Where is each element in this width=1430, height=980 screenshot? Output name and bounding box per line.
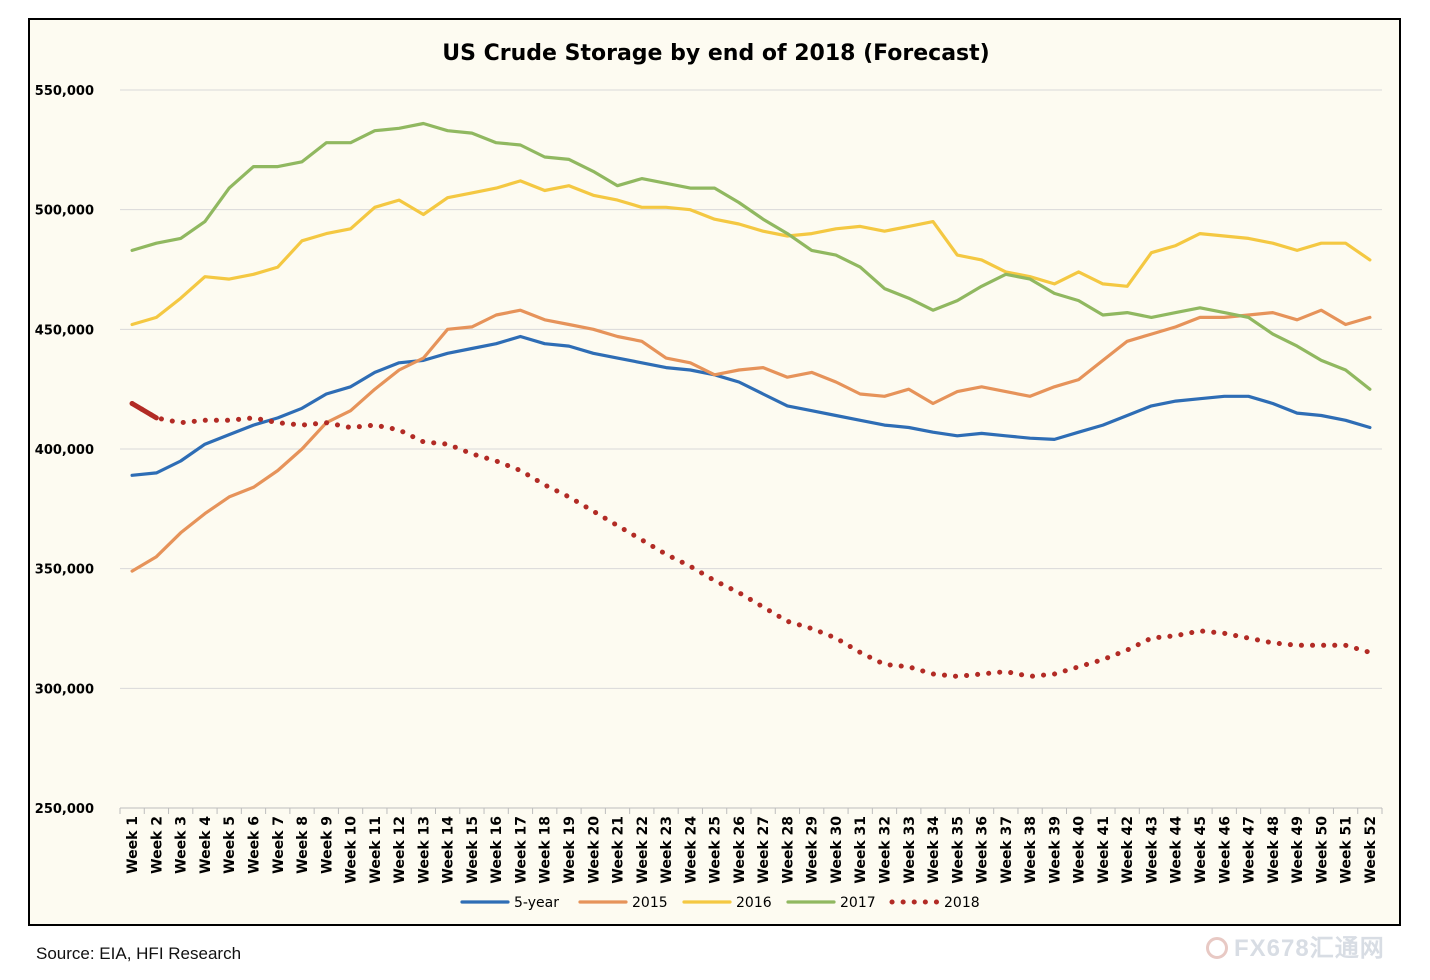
x-tick-label: Week 4 (198, 816, 214, 874)
x-tick-label: Week 26 (732, 816, 748, 884)
x-tick-label: Week 49 (1290, 816, 1306, 884)
x-tick-label: Week 31 (853, 816, 869, 884)
x-tick-label: Week 21 (611, 816, 627, 884)
x-tick-label: Week 30 (829, 816, 845, 884)
x-tick-label: Week 45 (1193, 816, 1209, 884)
x-tick-label: Week 20 (586, 816, 602, 884)
legend-label-5-year: 5-year (514, 895, 559, 911)
x-tick-label: Week 42 (1120, 816, 1136, 884)
x-tick-label: Week 15 (465, 816, 481, 884)
x-tick-label: Week 11 (368, 816, 384, 884)
x-tick-label: Week 36 (975, 816, 991, 884)
chart-title: US Crude Storage by end of 2018 (Forecas… (442, 41, 989, 66)
x-tick-label: Week 48 (1266, 816, 1282, 884)
watermark-logo-icon (1206, 937, 1228, 959)
series-lines (129, 121, 1373, 679)
x-tick-label: Week 44 (1169, 816, 1185, 884)
legend-label-2017: 2017 (840, 895, 876, 911)
x-tick-label: Week 52 (1363, 816, 1379, 884)
y-tick-label: 350,000 (35, 563, 94, 578)
legend: 5-year 2015 2016 2017 2018 (460, 895, 980, 911)
y-tick-label: 250,000 (35, 802, 94, 817)
x-tick-label: Week 32 (877, 816, 893, 884)
x-tick-label: Week 14 (441, 816, 457, 884)
watermark: FX678汇通网 (1206, 928, 1385, 963)
legend-label-2018: 2018 (944, 895, 980, 911)
x-tick-label: Week 24 (683, 816, 699, 884)
x-tick-label: Week 39 (1047, 816, 1063, 884)
source-note: Source: EIA, HFI Research (36, 944, 242, 963)
x-tick-label: Week 18 (538, 816, 554, 884)
axes: 250,000 300,000 350,000 400,000 450,000 500,0… (35, 84, 1383, 884)
y-tick-label: 300,000 (35, 682, 94, 697)
x-tick-label: Week 28 (780, 816, 796, 884)
chart-frame: US Crude Storage by end of 2018 (Forecas… (28, 18, 1401, 926)
x-tick-label: Week 13 (416, 816, 432, 884)
x-tick-label: Week 22 (635, 816, 651, 884)
x-tick-label: Week 2 (149, 816, 165, 874)
x-tick-label: Week 43 (1144, 816, 1160, 884)
x-tick-label: Week 12 (392, 816, 408, 884)
x-tick-label: Week 37 (999, 816, 1015, 884)
x-tick-label: Week 3 (174, 816, 190, 874)
y-tick-label: 450,000 (35, 323, 94, 338)
x-tick-label: Week 25 (708, 816, 724, 884)
legend-label-2016: 2016 (736, 895, 772, 911)
series-line-2018 (129, 401, 1373, 679)
x-tick-label: Week 5 (222, 816, 238, 874)
x-tick-label: Week 10 (344, 816, 360, 884)
watermark-text: FX678汇通网 (1234, 935, 1385, 962)
legend-label-2015: 2015 (632, 895, 668, 911)
gridlines (120, 89, 1382, 809)
x-tick-label: Week 35 (950, 816, 966, 884)
y-tick-label: 400,000 (35, 443, 94, 458)
series-line-5-year (130, 334, 1372, 477)
x-tick-label: Week 38 (1023, 816, 1039, 884)
x-tick-label: Week 1 (125, 816, 141, 874)
x-tick-label: Week 34 (926, 816, 942, 884)
x-tick-label: Week 46 (1217, 816, 1233, 884)
series-line-2016 (130, 179, 1372, 327)
x-tick-label: Week 27 (756, 816, 772, 884)
x-tick-label: Week 23 (659, 816, 675, 884)
series-line-2015 (130, 308, 1372, 573)
x-tick-label: Week 29 (805, 816, 821, 884)
x-tick-label: Week 33 (902, 816, 918, 884)
x-tick-label: Week 16 (489, 816, 505, 884)
y-tick-label: 550,000 (35, 84, 94, 99)
series-line-2018-actual (129, 401, 159, 421)
x-tick-label: Week 50 (1314, 816, 1330, 884)
x-tick-label: Week 9 (319, 816, 335, 874)
line-chart: US Crude Storage by end of 2018 (Forecas… (35, 41, 1383, 911)
x-tick-label: Week 40 (1072, 816, 1088, 884)
x-tick-label: Week 41 (1096, 816, 1112, 884)
x-tick-label: Week 17 (513, 816, 529, 884)
x-tick-label: Week 51 (1339, 816, 1355, 884)
x-tick-label: Week 19 (562, 816, 578, 884)
x-tick-label: Week 6 (246, 816, 262, 874)
x-tick-label: Week 7 (271, 816, 287, 874)
y-tick-label: 500,000 (35, 204, 94, 219)
x-tick-label: Week 47 (1242, 816, 1258, 884)
series-line-2017 (130, 121, 1372, 391)
x-tick-label: Week 8 (295, 816, 311, 874)
